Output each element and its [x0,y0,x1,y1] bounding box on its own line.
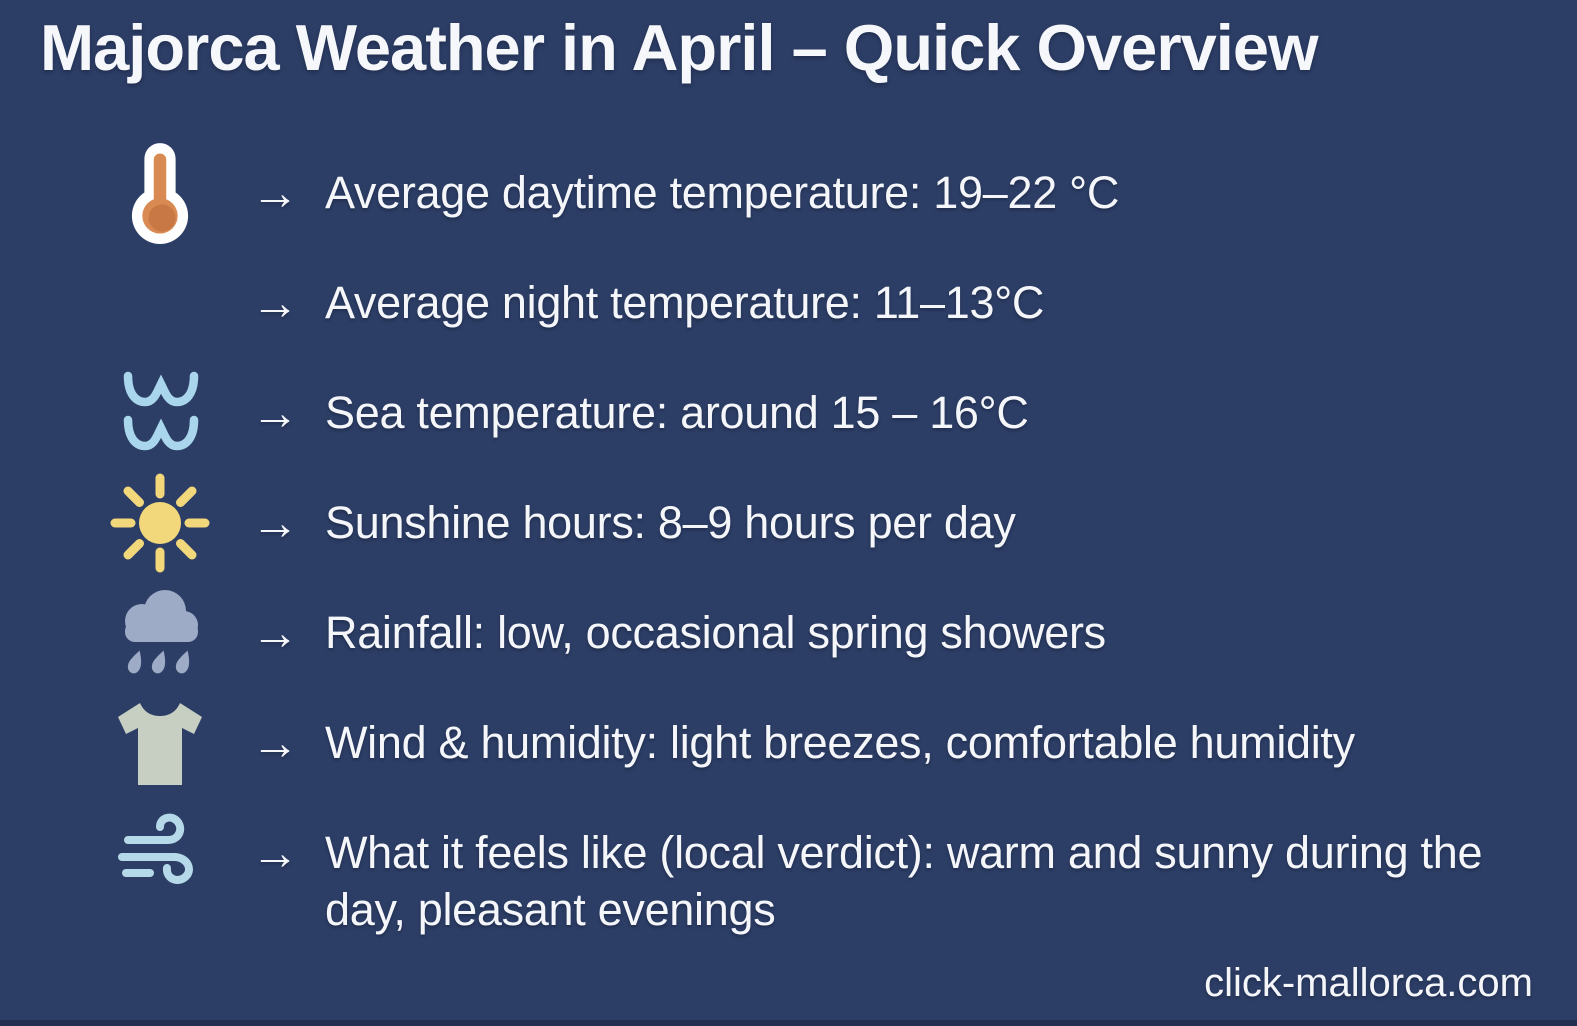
moon-icon [95,248,225,358]
arrow-icon: → [251,606,299,660]
weather-item-row: → Rainfall: low, occasional spring showe… [0,578,1577,688]
wind-icon [95,798,225,908]
arrow-icon: → [251,496,299,550]
weather-item-text: Wind & humidity: light breezes, comforta… [325,717,1355,768]
rain-cloud-icon [95,578,225,688]
arrow-icon: → [251,826,299,880]
tshirt-icon [95,688,225,798]
weather-item-row: → Average daytime temperature: 19–22 °C [0,138,1577,248]
arrow-icon: → [251,276,299,330]
weather-item-row: → What it feels like (local verdict): wa… [0,798,1577,938]
weather-item-text: Rainfall: low, occasional spring showers [325,607,1106,658]
weather-item-text: Average night temperature: 11–13°C [325,277,1045,328]
arrow-icon: → [251,716,299,770]
sun-icon [95,468,225,578]
weather-item-text: Average daytime temperature: 19–22 °C [325,167,1120,218]
waves-icon [95,358,225,468]
weather-item-text: Sea temperature: around 15 – 16°C [325,387,1029,438]
arrow-icon: → [251,166,299,220]
weather-item-row: → Average night temperature: 11–13°C [0,248,1577,358]
weather-item-row: → Sea temperature: around 15 – 16°C [0,358,1577,468]
arrow-icon: → [251,386,299,440]
page-title: Majorca Weather in April – Quick Overvie… [40,11,1319,84]
footer-watermark: click-mallorca.com [1204,961,1533,1005]
weather-item-text: Sunshine hours: 8–9 hours per day [325,497,1016,548]
weather-items-list: → Average daytime temperature: 19–22 °C … [0,138,1577,938]
weather-item-row: → Sunshine hours: 8–9 hours per day [0,468,1577,578]
thermometer-icon [95,138,225,248]
weather-item-row: → Wind & humidity: light breezes, comfor… [0,688,1577,798]
weather-item-text: What it feels like (local verdict): warm… [325,827,1483,935]
